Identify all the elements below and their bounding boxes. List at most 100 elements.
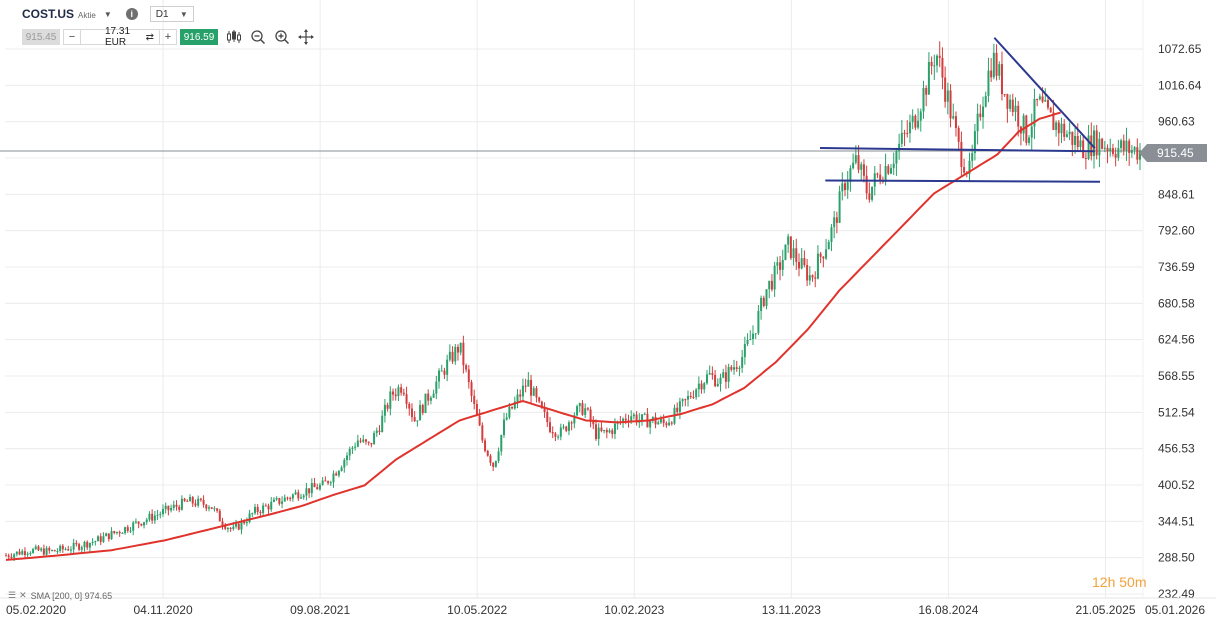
candle-type-icon[interactable] [226,29,242,45]
candle-body [659,419,662,423]
zoom-out-icon[interactable] [250,29,266,45]
candle-body [714,374,717,387]
candle-body [161,509,164,515]
candle-body [727,366,730,382]
increase-button[interactable]: + [164,31,172,43]
candle-body [979,113,982,118]
candle-body [968,160,971,174]
candle-body [86,541,89,548]
candle-body [397,387,400,397]
candle-body [919,111,922,121]
candle-body [329,482,332,484]
y-tick-label: 512.54 [1158,405,1195,419]
candle-body [5,555,7,557]
candle-body [954,116,957,129]
candle-body [1011,99,1014,113]
candle-body [567,422,570,431]
candle-body [530,379,533,396]
candle-body [527,379,530,387]
candle-body [156,514,159,516]
trendline [825,179,1101,183]
candle-body [895,150,898,164]
candle-body [779,262,782,270]
candle-body [386,404,389,409]
candle-body [789,236,792,259]
candle-body [922,87,925,112]
candle-body [879,174,882,181]
y-tick-label: 344.51 [1158,514,1195,528]
candle-body [105,533,108,537]
candle-body [69,549,72,551]
remove-indicator-icon[interactable]: ✕ [19,590,27,600]
candle-body [613,423,616,434]
candle-body [1033,99,1036,127]
candle-body [559,427,562,437]
candle-body [957,128,960,142]
candle-body [10,556,13,558]
candle-body [481,425,484,441]
candle-body [443,370,446,375]
crosshair-move-icon[interactable] [298,29,314,45]
candle-body [865,175,868,194]
swap-icon[interactable]: ⇄ [145,31,154,43]
candle-body [868,193,871,200]
candle-body [876,173,879,175]
x-tick-label: 16.08.2024 [918,603,978,617]
candle-body [822,256,825,259]
candle-body [841,183,844,192]
symbol-name[interactable]: COST.US [22,7,75,21]
candle-body [751,333,754,340]
candle-body [416,420,419,422]
candle-body [990,70,993,78]
candle-body [427,393,430,401]
candle-body [194,503,197,506]
candle-body [827,242,830,250]
y-tick-label: 1072.65 [1158,42,1202,56]
candle-body [808,275,811,281]
decrease-button[interactable]: − [68,31,76,43]
candle-body [1092,130,1095,157]
candle-body [1133,147,1136,151]
candle-body [97,536,100,542]
timeframe-select[interactable]: D1 ▼ [149,6,194,22]
candle-body [513,401,516,409]
candle-body [115,531,118,534]
candle-body [502,419,505,436]
zoom-in-icon[interactable] [274,29,290,45]
candle-body [936,55,939,66]
symbol-dropdown-icon[interactable]: ▼ [103,9,112,19]
x-tick-label: 04.11.2020 [133,603,192,617]
candle-body [917,120,920,128]
quantity-input[interactable]: 17.31 EUR ⇄ [80,26,160,48]
info-icon[interactable]: i [125,8,138,20]
candle-body [332,473,335,483]
trade-bar: 915.45 − 17.31 EUR ⇄ + 916.59 [22,26,314,48]
candle-body [492,462,495,467]
candle-body [835,217,838,223]
candle-body [432,393,435,398]
candle-body [310,483,313,494]
candle-body [45,547,48,555]
candle-body [797,261,800,269]
symbol-type: Aktie [78,10,96,20]
candle-body [1111,148,1114,155]
candle-body [730,366,733,370]
candle-body [383,404,386,416]
candle-body [1052,112,1055,130]
candle-body [833,217,836,228]
candle-body [1125,140,1128,151]
candle-body [126,527,129,531]
candle-body [603,429,606,432]
candle-body [695,389,698,398]
buy-button[interactable]: 916.59 [180,29,218,45]
candle-body [938,55,941,58]
sell-button[interactable]: 915.45 [22,29,60,45]
y-tick-label: 792.60 [1158,224,1195,238]
candle-body [1038,96,1041,100]
candle-body [724,372,727,382]
candle-body [392,391,395,395]
candle-body [489,455,492,463]
candle-body [524,385,527,387]
hide-indicator-icon[interactable]: ☰ [8,590,17,600]
